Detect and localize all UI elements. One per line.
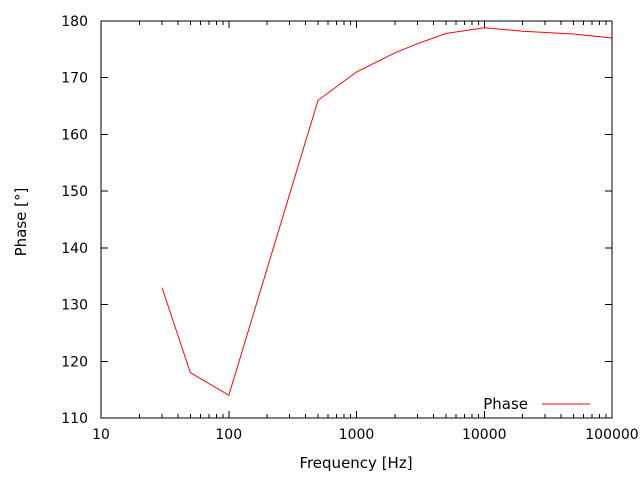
y-tick-label: 140 [61, 241, 88, 257]
phase-curve [161, 27, 613, 397]
x-tick-label: 10000 [462, 427, 507, 443]
plot-border [100, 20, 613, 419]
x-tick-label: 100000 [585, 427, 638, 443]
series-layer [161, 27, 613, 397]
y-axis-title: Phase [°] [12, 188, 30, 257]
y-tick-label: 120 [61, 354, 88, 370]
y-tick-label: 160 [61, 127, 88, 143]
y-tick-label: 180 [61, 14, 88, 30]
x-tick-label: 10 [92, 427, 110, 443]
y-tick-label: 130 [61, 298, 88, 314]
x-tick-label: 1000 [339, 427, 375, 443]
axes-layer: 10 100 1000 10000 100000 110 120 130 140 150 160 17… [61, 14, 638, 443]
legend-label: Phase [483, 395, 528, 413]
x-tick-label: 100 [215, 427, 242, 443]
x-axis-title: Frequency [Hz] [299, 454, 412, 472]
y-tick-label: 170 [61, 71, 88, 87]
y-tick-label: 150 [61, 184, 88, 200]
legend: Phase [483, 395, 590, 413]
y-tick-label: 110 [61, 411, 88, 427]
